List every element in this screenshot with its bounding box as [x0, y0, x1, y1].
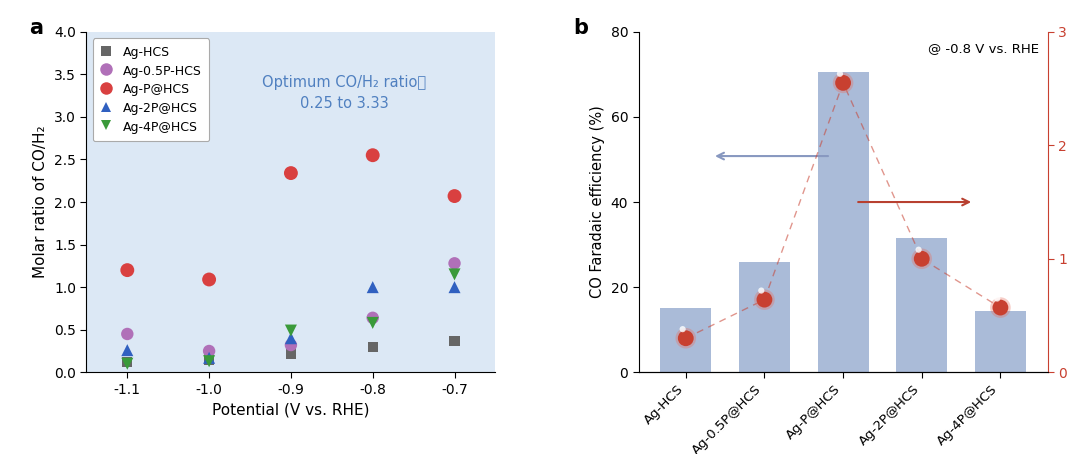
Y-axis label: Molar ratio of CO/H₂: Molar ratio of CO/H₂ — [33, 126, 49, 278]
Point — [119, 360, 136, 367]
Point — [446, 192, 463, 200]
Point — [282, 341, 299, 349]
Text: @ -0.8 V vs. RHE: @ -0.8 V vs. RHE — [929, 42, 1039, 55]
Point — [446, 271, 463, 278]
Point — [835, 79, 852, 86]
Point — [756, 296, 773, 303]
Point — [756, 296, 773, 303]
Point — [991, 304, 1009, 311]
Point — [674, 326, 691, 333]
Point — [201, 276, 218, 283]
Bar — [660, 308, 712, 372]
X-axis label: Potential (V vs. RHE): Potential (V vs. RHE) — [212, 402, 369, 417]
Point — [446, 283, 463, 291]
Point — [364, 314, 381, 321]
Point — [677, 335, 694, 342]
Point — [201, 356, 218, 363]
Point — [282, 350, 299, 357]
Point — [677, 335, 694, 342]
Point — [282, 327, 299, 334]
Point — [832, 70, 849, 77]
Point — [364, 152, 381, 159]
Point — [282, 335, 299, 342]
Point — [201, 354, 218, 361]
Text: a: a — [29, 18, 43, 38]
Text: b: b — [573, 18, 589, 38]
Point — [991, 304, 1009, 311]
Point — [364, 319, 381, 326]
Point — [913, 255, 930, 262]
Bar — [818, 72, 868, 372]
Y-axis label: CO Faradaic efficiency (%): CO Faradaic efficiency (%) — [590, 106, 605, 298]
Y-axis label: Mole ratio of CO to H₂: Mole ratio of CO to H₂ — [1077, 123, 1080, 281]
Point — [201, 347, 218, 355]
Point — [119, 346, 136, 354]
Legend: Ag-HCS, Ag-0.5P-HCS, Ag-P@HCS, Ag-2P@HCS, Ag-4P@HCS: Ag-HCS, Ag-0.5P-HCS, Ag-P@HCS, Ag-2P@HCS… — [93, 38, 210, 141]
Point — [282, 169, 299, 177]
Point — [446, 337, 463, 345]
Point — [364, 343, 381, 350]
Bar — [739, 262, 789, 372]
Point — [119, 358, 136, 365]
Point — [913, 255, 930, 262]
Point — [364, 283, 381, 291]
Bar — [896, 238, 947, 372]
Point — [835, 79, 852, 86]
Point — [910, 246, 928, 253]
Point — [988, 295, 1005, 302]
Point — [119, 331, 136, 338]
Point — [446, 260, 463, 267]
Point — [201, 358, 218, 365]
Point — [753, 287, 770, 294]
Text: Optimum CO/H₂ ratio：
0.25 to 3.33: Optimum CO/H₂ ratio： 0.25 to 3.33 — [262, 75, 427, 111]
Bar — [975, 311, 1026, 372]
Point — [119, 266, 136, 274]
